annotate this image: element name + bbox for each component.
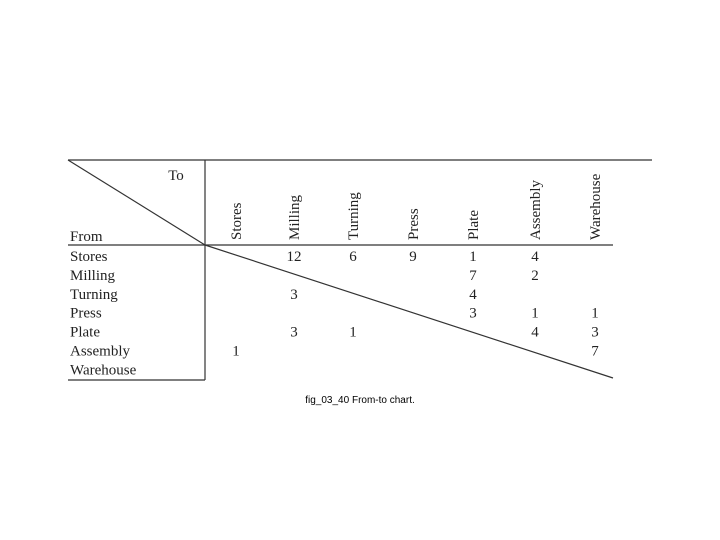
cell: 1 xyxy=(232,344,240,360)
cell: 4 xyxy=(531,325,539,341)
body-diagonal xyxy=(204,244,614,379)
row-label: Turning xyxy=(70,287,118,303)
cell: 3 xyxy=(469,306,477,322)
row-label: Milling xyxy=(70,268,116,284)
cell: 1 xyxy=(469,249,477,265)
cell: 7 xyxy=(469,268,477,284)
row-label: Plate xyxy=(70,325,100,341)
column-header: Warehouse xyxy=(588,173,604,240)
column-header: Stores xyxy=(229,202,245,240)
corner-from: From xyxy=(70,229,103,245)
column-header: Plate xyxy=(466,210,482,240)
cell: 1 xyxy=(531,306,539,322)
corner-diagonal xyxy=(67,159,206,246)
corner-to: To xyxy=(168,168,184,184)
cell: 1 xyxy=(591,306,599,322)
cell: 1 xyxy=(349,325,357,341)
cell: 3 xyxy=(290,287,298,303)
cell: 12 xyxy=(287,249,302,265)
cell: 4 xyxy=(531,249,539,265)
row-label: Press xyxy=(70,306,102,322)
column-header: Press xyxy=(406,208,422,240)
cell: 9 xyxy=(409,249,417,265)
cell: 2 xyxy=(531,268,539,284)
column-header: Assembly xyxy=(528,180,544,241)
column-header: Turning xyxy=(346,192,362,240)
cell: 3 xyxy=(290,325,298,341)
row-label: Assembly xyxy=(70,344,131,360)
cell: 4 xyxy=(469,287,477,303)
cell: 6 xyxy=(349,249,357,265)
row-label: Stores xyxy=(70,249,108,265)
row-label: Warehouse xyxy=(70,362,137,378)
cell: 7 xyxy=(591,344,599,360)
column-header: Milling xyxy=(287,194,303,240)
caption: fig_03_40 From-to chart. xyxy=(305,395,415,406)
cell: 3 xyxy=(591,325,599,341)
